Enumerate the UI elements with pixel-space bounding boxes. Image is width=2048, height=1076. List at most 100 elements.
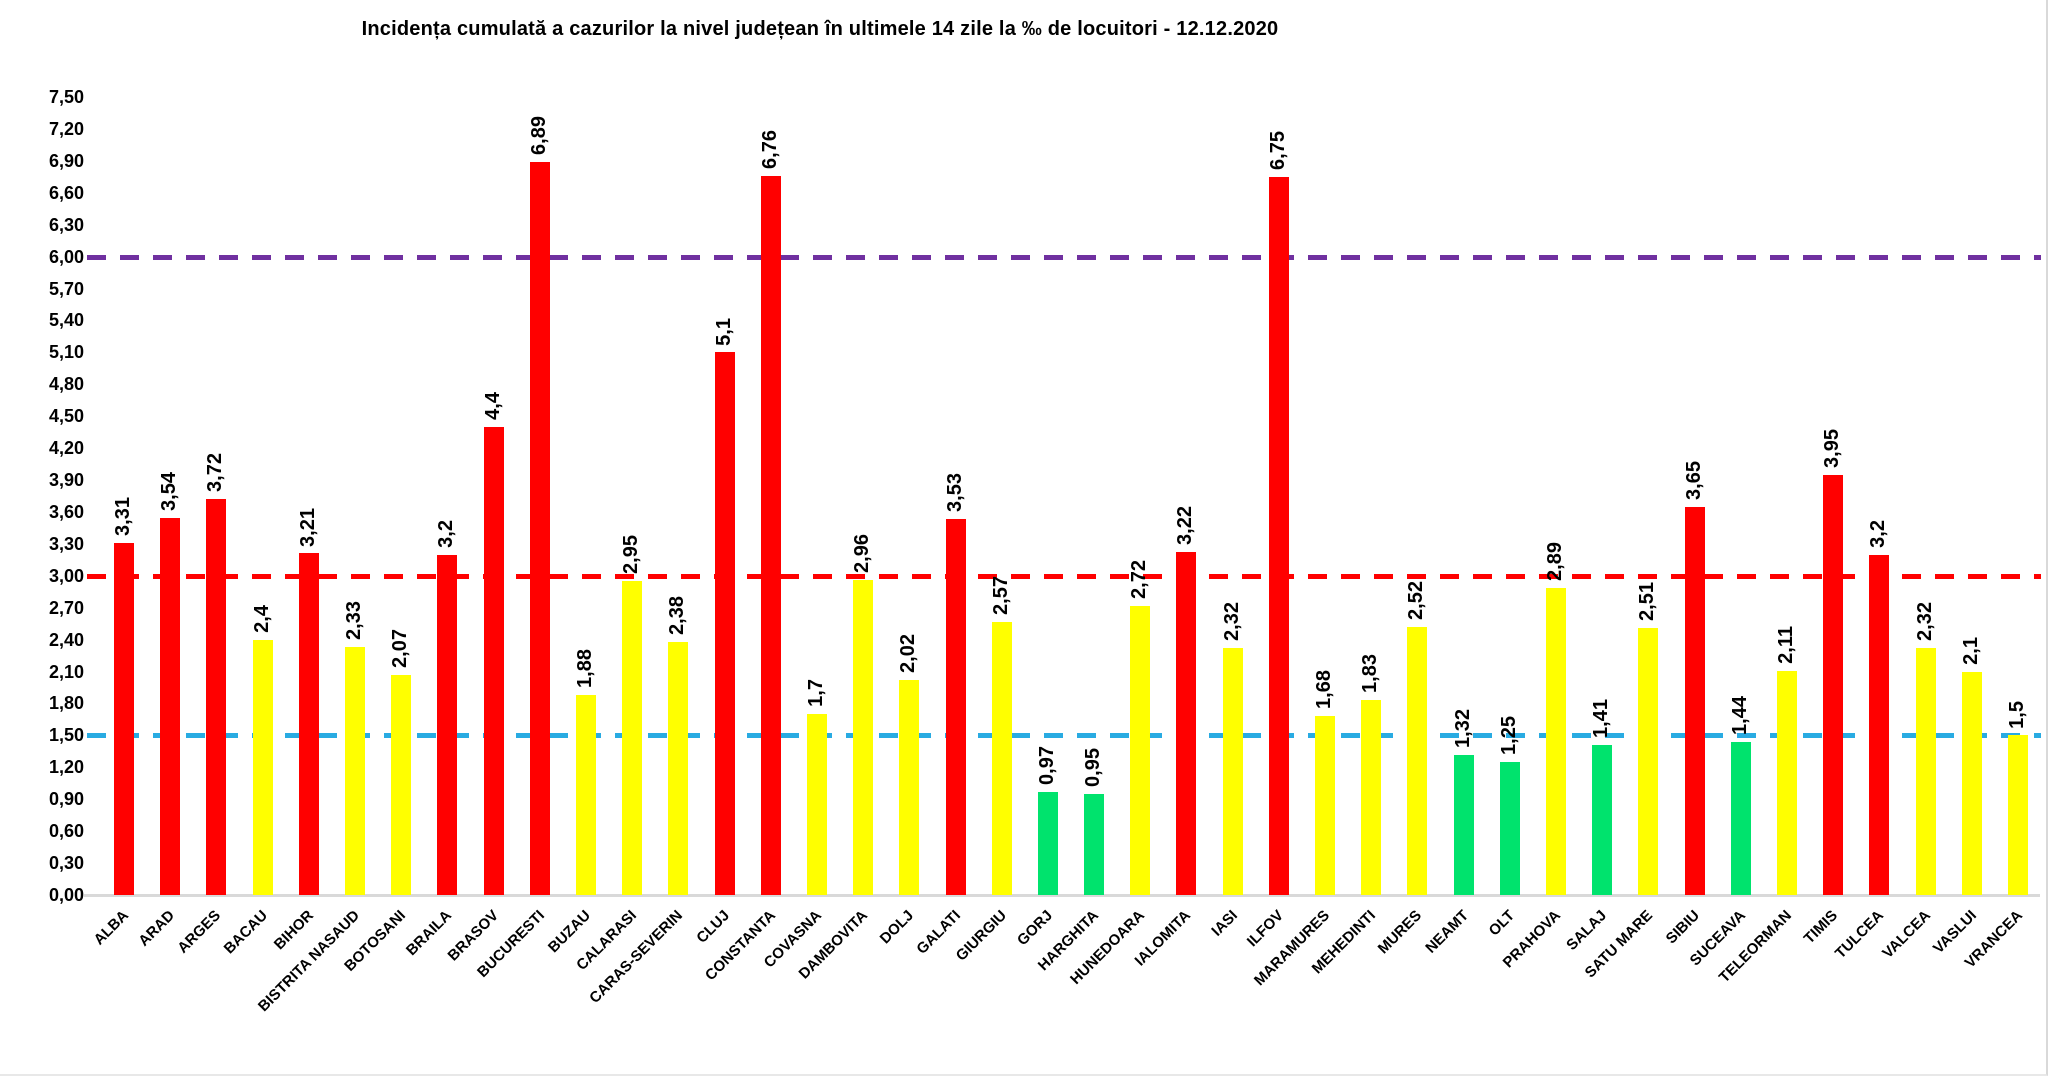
bar-vaslui (1961, 671, 1982, 895)
bar-value-label: 3,53 (943, 473, 966, 513)
bar-prahova (1546, 587, 1566, 895)
bar-value-label: 3,54 (158, 472, 181, 512)
bar-teleorman (1776, 670, 1797, 895)
y-axis-tick-label: 3,30 (48, 533, 84, 554)
bar-tulcea (1869, 554, 1890, 895)
bar-constanta (760, 175, 781, 895)
bar-bacau (252, 639, 273, 895)
bar-caras-severin (668, 641, 689, 895)
bar-mures (1407, 626, 1428, 895)
bar-value-label: 4,4 (481, 392, 504, 420)
bar-suceava (1730, 741, 1751, 895)
bar-vrancea (2007, 735, 2028, 895)
bar-value-label: 1,83 (1359, 654, 1382, 694)
bar-maramures (1315, 716, 1336, 895)
bar-harghita (1084, 793, 1105, 895)
bar-value-label: 6,89 (527, 115, 550, 155)
bar-value-label: 3,21 (296, 507, 319, 547)
bar-value-label: 1,25 (1497, 716, 1520, 755)
bar-value-label: 6,76 (758, 129, 781, 169)
bar-galati (945, 519, 966, 895)
bar-value-label: 2,52 (1405, 580, 1428, 620)
bar-neamt (1453, 754, 1474, 895)
bar-value-label: 1,32 (1451, 708, 1474, 748)
y-axis-tick-label: 3,00 (48, 565, 84, 586)
bar-value-label: 2,07 (389, 628, 412, 668)
y-axis-tick-label: 2,40 (48, 629, 84, 650)
bar-value-label: 2,72 (1128, 559, 1151, 599)
bar-ilfov (1268, 176, 1289, 895)
bar-valcea (1915, 648, 1936, 895)
bar-value-label: 3,72 (204, 453, 227, 493)
bar-value-label: 1,88 (574, 649, 596, 688)
bar-hunedoara (1130, 605, 1151, 895)
bar-arges (206, 499, 227, 895)
y-axis-tick-label: 2,10 (48, 661, 84, 682)
y-axis-tick-label: 3,90 (48, 470, 84, 491)
y-axis-tick-label: 1,20 (48, 757, 84, 778)
bar-value-label: 2,57 (989, 575, 1012, 615)
y-axis-tick-label: 4,20 (48, 438, 84, 459)
bar-olt (1499, 762, 1520, 895)
y-axis-tick-label: 0,60 (48, 821, 84, 842)
bar-buzau (576, 694, 596, 895)
bar-value-label: 2,4 (250, 604, 273, 633)
y-axis-tick-label: 5,70 (48, 278, 84, 299)
y-axis-tick-label: 5,40 (48, 310, 84, 331)
bar-sibiu (1684, 506, 1705, 895)
bar-braila (437, 554, 458, 895)
bar-value-label: 3,2 (435, 519, 458, 548)
reference-line-1-5 (87, 733, 2041, 739)
y-axis-tick-label: 6,90 (48, 150, 84, 171)
bar-brasov (483, 426, 504, 895)
y-axis-tick-label: 0,00 (48, 885, 84, 905)
y-axis-tick-label: 0,90 (48, 789, 84, 810)
y-axis-tick-label: 1,50 (48, 725, 84, 746)
bar-alba (114, 542, 135, 895)
bar-value-label: 1,41 (1590, 699, 1613, 738)
bar-bistrita-nasaud (345, 647, 366, 895)
bar-value-label: 3,22 (1174, 506, 1197, 546)
bar-giurgiu (991, 621, 1012, 895)
bar-iasi (1222, 648, 1243, 895)
bar-value-label: 3,31 (112, 496, 135, 536)
plot-area: 3,31 ALBA 3,54 ARAD 3,72 ARGES 2,4 BACAU 3,21 BIH… (87, 97, 2041, 1015)
x-axis-baseline (84, 894, 2040, 897)
bar-arad (160, 518, 181, 895)
bar-satu-mare (1638, 627, 1659, 895)
y-axis-tick-label: 4,50 (48, 406, 84, 427)
y-axis: 0,00 0,30 0,60 0,90 1,20 1,50 1,80 2,10 2,40 2,70… (0, 87, 84, 905)
bar-value-label: 5,1 (712, 317, 735, 346)
bar-value-label: 2,32 (1913, 602, 1936, 642)
bar-botosani (391, 674, 412, 895)
bar-calarasi (622, 581, 643, 895)
y-axis-tick-label: 3,60 (48, 501, 84, 522)
bar-ialomita (1176, 552, 1197, 895)
bar-cluj (714, 352, 735, 895)
bar-mehedinti (1361, 700, 1382, 895)
bar-gorj (1037, 791, 1058, 895)
bar-value-label: 1,44 (1728, 695, 1751, 735)
bar-value-label: 2,38 (666, 595, 689, 635)
y-axis-tick-label: 7,50 (48, 87, 84, 107)
bar-value-label: 3,95 (1821, 428, 1844, 468)
bar-value-label: 1,68 (1313, 670, 1336, 710)
bar-value-label: 2,95 (620, 535, 643, 575)
bar-value-label: 2,51 (1636, 582, 1659, 621)
y-axis-tick-label: 6,60 (48, 182, 84, 203)
bar-value-label: 2,1 (1959, 636, 1982, 665)
y-axis-tick-label: 7,20 (48, 118, 84, 139)
bar-salaj (1592, 744, 1613, 895)
bar-timis (1823, 474, 1844, 895)
bar-value-label: 2,11 (1774, 625, 1797, 664)
bar-value-label: 0,97 (1035, 745, 1058, 785)
bar-value-label: 3,65 (1682, 460, 1705, 500)
bar-covasna (806, 714, 827, 895)
bar-bucuresti (529, 161, 550, 895)
y-axis-tick-label: 5,10 (48, 342, 84, 363)
bar-dolj (899, 680, 920, 895)
bar-value-label: 2,89 (1544, 541, 1566, 581)
bar-value-label: 6,75 (1266, 130, 1289, 170)
y-axis-tick-label: 2,70 (48, 597, 84, 618)
